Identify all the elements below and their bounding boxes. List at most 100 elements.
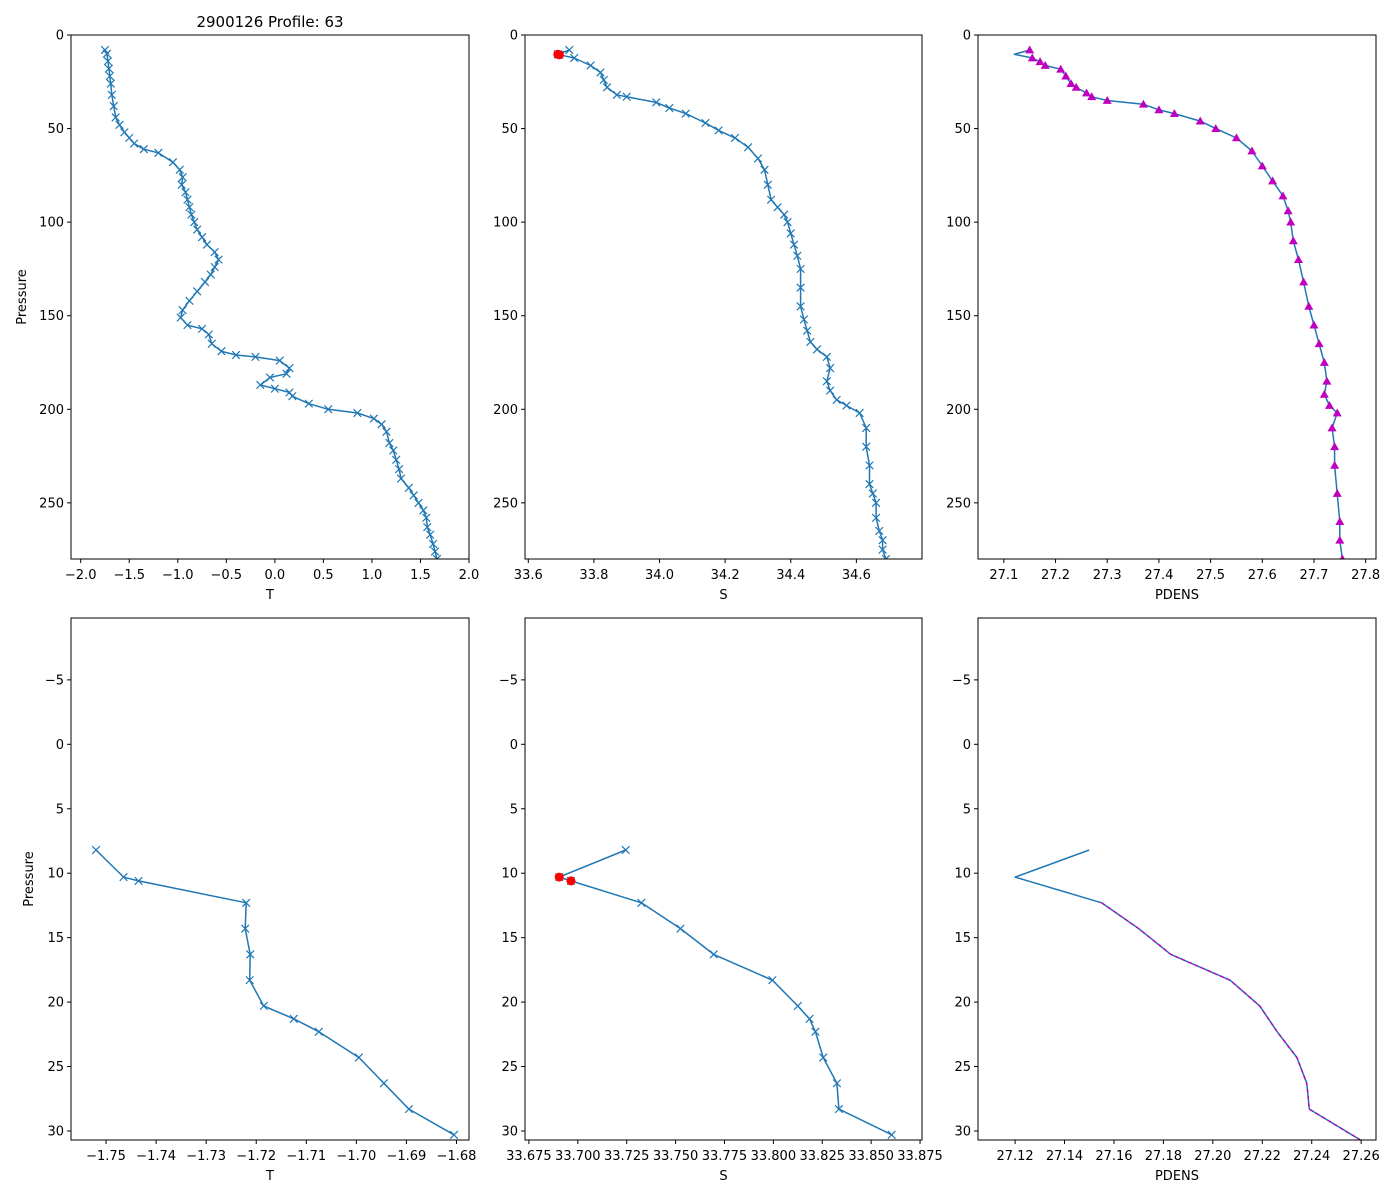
data-point (204, 330, 214, 339)
x-tick-label: 27.22 (1244, 1149, 1281, 1164)
data-point (241, 898, 251, 908)
x-tick-label: −0.5 (211, 568, 243, 583)
axes-frame (977, 617, 1377, 1141)
data-point (288, 391, 297, 401)
data-point (1335, 517, 1345, 525)
data-point (1154, 105, 1164, 114)
plot-area (1013, 45, 1345, 559)
data-point (256, 380, 265, 390)
data-point (1211, 124, 1221, 132)
data-point (676, 924, 685, 933)
data-point (861, 442, 871, 451)
y-tick-label: −5 (45, 673, 64, 688)
y-tick-label: 50 (501, 122, 518, 137)
data-point (115, 120, 124, 130)
data-point (394, 464, 404, 474)
x-tick-label: 1.5 (410, 568, 431, 583)
data-point (231, 350, 241, 360)
y-tick-label: 0 (510, 738, 518, 753)
data-point (622, 92, 631, 101)
data-point (430, 547, 440, 556)
y-tick-label: 150 (946, 309, 971, 324)
data-point (855, 408, 864, 418)
x-tick-label: 33.6 (514, 568, 543, 583)
data-point (391, 455, 401, 465)
axes-frame (977, 34, 1377, 560)
y-tick-label: −5 (952, 673, 971, 688)
x-tick-label: 27.18 (1145, 1149, 1182, 1164)
data-point (107, 90, 116, 100)
data-point (175, 165, 184, 174)
data-point (414, 498, 423, 508)
data-point (868, 489, 878, 498)
y-tick-label: 10 (501, 867, 518, 882)
data-point (275, 356, 284, 365)
data-point (1087, 92, 1097, 101)
x-tick-label: 33.775 (702, 1149, 748, 1164)
x-tick-label: −2.0 (65, 568, 97, 583)
data-point (822, 376, 832, 386)
x-tick-label: 33.850 (848, 1149, 894, 1164)
x-tick-label: 27.6 (1248, 568, 1277, 583)
data-point (285, 363, 294, 373)
data-point (200, 277, 210, 287)
y-tick-label: 25 (501, 1060, 518, 1075)
x-tick-label: 27.4 (1144, 568, 1173, 583)
data-point (353, 408, 362, 418)
data-point (1332, 489, 1342, 497)
data-point (1319, 358, 1329, 366)
y-tick-label: 15 (47, 931, 64, 946)
data-point (190, 217, 199, 227)
y-tick-label: 15 (501, 931, 518, 946)
x-tick-label: −1.75 (86, 1149, 126, 1164)
data-point (796, 283, 805, 292)
data-point (154, 148, 163, 158)
x-tick-label: 27.1 (989, 568, 1018, 583)
y-tick-label: −5 (499, 673, 518, 688)
data-point (1288, 236, 1298, 245)
y-tick-label: 100 (39, 216, 64, 231)
data-point (1322, 376, 1332, 385)
data-point (382, 427, 391, 436)
x-tick-label: −1.72 (236, 1149, 276, 1164)
x-tick-label: 27.14 (1046, 1149, 1083, 1164)
x-tick-label: −1.73 (186, 1149, 226, 1164)
data-point (1335, 535, 1345, 544)
data-point (637, 898, 646, 908)
data-point (1339, 554, 1345, 559)
data-point (214, 255, 223, 264)
data-point (187, 210, 196, 219)
data-point (377, 420, 386, 429)
data-point (865, 479, 874, 489)
data-point (586, 61, 595, 70)
data-point (270, 384, 280, 393)
y-tick-label: 250 (946, 496, 971, 511)
data-point (793, 251, 802, 261)
y-tick-label: 30 (47, 1124, 64, 1139)
data-point (714, 126, 723, 135)
y-tick-label: 0 (56, 29, 64, 44)
data-point (878, 545, 887, 554)
data-point (1025, 45, 1035, 54)
data-point (282, 369, 291, 378)
data-point (1327, 423, 1337, 432)
data-point (185, 296, 194, 305)
series-line (1014, 849, 1362, 1140)
plot-area (1014, 849, 1362, 1140)
data-point (763, 180, 773, 189)
y-tick-label: 5 (963, 802, 971, 817)
x-tick-label: −1.71 (286, 1149, 326, 1164)
data-point (105, 71, 115, 81)
x-tick-label: −1.68 (437, 1149, 477, 1164)
data-point (197, 324, 207, 334)
data-point (811, 1027, 820, 1036)
data-point (354, 1053, 364, 1062)
data-point (1102, 96, 1112, 104)
data-point (202, 240, 212, 249)
data-point (802, 326, 812, 335)
data-point (289, 1014, 299, 1024)
y-tick-label: 150 (493, 309, 518, 324)
data-point (621, 845, 630, 855)
axes-frame (524, 617, 923, 1141)
data-point (432, 554, 442, 559)
